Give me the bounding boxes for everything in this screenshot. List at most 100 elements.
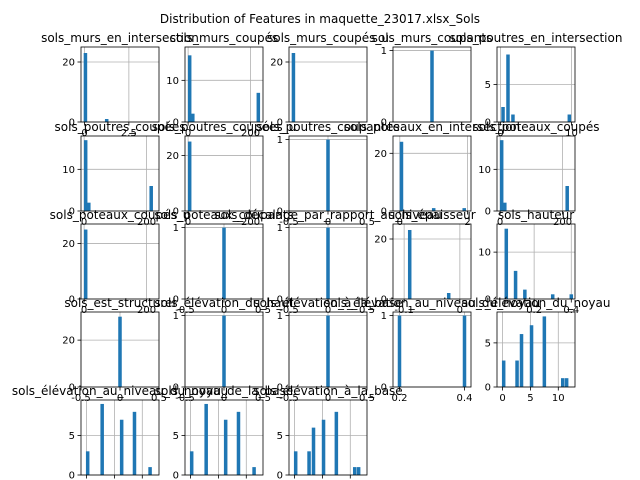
- histogram-bar: [397, 315, 402, 387]
- subplot-title: sols_hauteur: [498, 208, 574, 222]
- histogram-bar: [564, 378, 569, 387]
- x-tick-label: 0.5: [359, 217, 375, 228]
- y-tick-label: 10: [62, 165, 75, 176]
- histogram-bar: [550, 294, 555, 299]
- subplot: 0 20 0 2 sols_poteaux_en_intersection: [344, 120, 520, 228]
- subplot: 01-0.5 0 0.5sols_décalage_par_rapport_au_n…: [214, 208, 442, 316]
- axes-frame: [496, 135, 576, 212]
- histogram-bar: [223, 419, 228, 475]
- axes-frame: [80, 135, 160, 212]
- subplot: 0 5 0 5 10 sols_élévation_du_noyau: [462, 296, 611, 404]
- subplot-title: sols_élévation_à_la_base: [253, 384, 402, 398]
- histogram-bar: [291, 53, 296, 122]
- y-tick-label: 20: [166, 151, 179, 162]
- axes-frame: [80, 46, 160, 123]
- histogram-bar: [523, 289, 527, 299]
- y-tick-label: 1: [173, 311, 179, 322]
- subplot: 0 20 sols_murs_coupés_u: [267, 31, 389, 129]
- x-tick-label: -0.5: [279, 217, 299, 228]
- y-tick-label: 1: [277, 311, 283, 322]
- axes-frame: [392, 311, 472, 388]
- histogram-bar: [256, 92, 261, 122]
- histogram-bar: [446, 293, 451, 299]
- x-tick-label: -0.5: [175, 393, 195, 404]
- histogram-bar: [132, 411, 137, 475]
- histogram-bar: [326, 227, 330, 299]
- x-tick-label: 0.5: [151, 393, 167, 404]
- histogram-bar: [334, 411, 339, 475]
- histogram-bar: [119, 419, 124, 475]
- x-tick-label: 0: [325, 393, 331, 404]
- x-tick-label: -0.5: [279, 393, 299, 404]
- x-tick-label: 200: [241, 128, 260, 139]
- x-tick-label: 0.5: [255, 305, 271, 316]
- histogram-bar: [148, 467, 152, 475]
- y-tick-label: 20: [62, 239, 75, 250]
- y-tick-label: 0: [381, 295, 387, 306]
- x-tick-label: 200: [137, 305, 156, 316]
- histogram-bar: [501, 107, 505, 122]
- histogram-bar: [567, 114, 572, 122]
- y-tick-label: 0: [381, 383, 387, 394]
- histogram-bar: [515, 360, 519, 387]
- histogram-bar: [501, 360, 506, 387]
- x-tick-label: 0: [117, 393, 123, 404]
- histogram-bar: [187, 141, 192, 211]
- histogram-bar: [326, 139, 330, 211]
- y-tick-label: 1: [381, 46, 387, 57]
- histogram-bar: [511, 114, 515, 122]
- x-tick-label: -0.5: [279, 305, 299, 316]
- subplot-title: sols_murs_coupés: [170, 31, 278, 45]
- y-tick-label: 10: [478, 248, 491, 259]
- x-tick-label: 0: [325, 305, 331, 316]
- subplot-title: sols_décalage_par_rapport_au_niveau: [214, 208, 442, 222]
- subplot-title: sols_poteaux_coupés_u: [50, 208, 191, 222]
- y-tick-label: 0: [277, 471, 283, 480]
- x-tick-label: 0.4: [457, 393, 473, 404]
- x-tick-label: 200: [241, 217, 260, 228]
- y-tick-label: 0: [277, 207, 283, 218]
- subplot: 0 20 0 2.5 sols_murs_en_intersection: [41, 31, 199, 139]
- histogram-bar: [399, 141, 404, 211]
- x-tick-label: 5: [527, 393, 533, 404]
- y-tick-label: 0: [69, 295, 75, 306]
- histogram-bar: [519, 334, 524, 387]
- y-tick-label: 0: [69, 207, 75, 218]
- histogram-bar: [311, 427, 316, 475]
- y-tick-label: 1: [277, 223, 283, 234]
- histogram-bar: [85, 451, 90, 475]
- subplot-title: sols_est_structurel: [64, 296, 175, 310]
- histogram-bar: [431, 208, 436, 211]
- histogram-bar: [83, 229, 88, 299]
- histogram-bar: [504, 228, 509, 299]
- histogram-bar: [87, 202, 91, 211]
- subplot-title: sols_élévation_du_noyau: [462, 296, 611, 310]
- y-tick-label: 0: [381, 118, 387, 129]
- x-tick-label: 10: [552, 393, 565, 404]
- y-tick-label: 20: [374, 235, 387, 246]
- subplot-title: sols_poutres_coupées: [55, 120, 186, 134]
- y-tick-label: 0: [173, 383, 179, 394]
- histogram-bar: [542, 316, 547, 387]
- x-tick-label: 0.5: [255, 393, 271, 404]
- axes-frame: [288, 399, 368, 476]
- y-tick-label: 1: [381, 311, 387, 322]
- y-tick-label: 0: [173, 295, 179, 306]
- x-tick-label: -0.1: [394, 305, 414, 316]
- axes-frame: [496, 223, 576, 300]
- x-tick-label: 0.2: [392, 393, 408, 404]
- y-tick-label: 20: [374, 149, 387, 160]
- histogram-bar: [187, 55, 192, 123]
- axes-frame: [184, 46, 264, 123]
- y-tick-label: 0: [277, 295, 283, 306]
- subplot-title: sols_élévation_au_niveau_du_noyau: [324, 296, 540, 310]
- subplot: 0 1 0.2 0.4 sols_élévation_au_niveau_du_noya…: [324, 296, 540, 404]
- histogram-bar: [569, 294, 574, 299]
